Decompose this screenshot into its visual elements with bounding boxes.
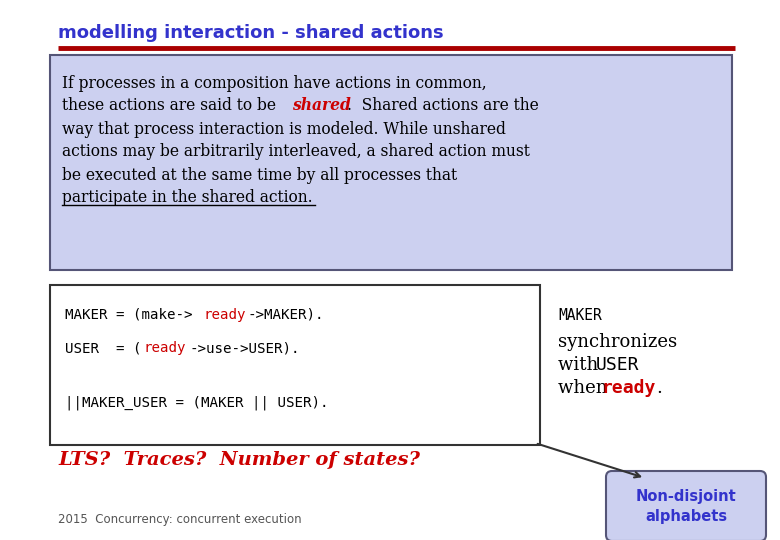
Text: USER  = (: USER = ( <box>65 341 141 355</box>
Text: .  Shared actions are the: . Shared actions are the <box>347 98 539 114</box>
FancyBboxPatch shape <box>50 285 540 445</box>
Text: ready: ready <box>203 308 246 322</box>
Text: ready: ready <box>602 379 657 397</box>
Text: MAKER: MAKER <box>558 307 601 322</box>
Text: .: . <box>656 379 662 397</box>
FancyBboxPatch shape <box>50 55 732 270</box>
Text: when: when <box>558 379 613 397</box>
Text: with: with <box>558 356 604 374</box>
Text: be executed at the same time by all processes that: be executed at the same time by all proc… <box>62 166 457 184</box>
Text: ->MAKER).: ->MAKER). <box>248 308 324 322</box>
Text: ||MAKER_USER = (MAKER || USER).: ||MAKER_USER = (MAKER || USER). <box>65 396 328 410</box>
Text: ->use->USER).: ->use->USER). <box>189 341 300 355</box>
Text: modelling interaction - shared actions: modelling interaction - shared actions <box>58 24 444 42</box>
Text: LTS?  Traces?  Number of states?: LTS? Traces? Number of states? <box>58 451 420 469</box>
FancyBboxPatch shape <box>606 471 766 540</box>
Text: alphabets: alphabets <box>645 510 727 524</box>
Text: USER: USER <box>596 356 640 374</box>
Text: participate in the shared action.: participate in the shared action. <box>62 190 313 206</box>
Text: way that process interaction is modeled. While unshared: way that process interaction is modeled.… <box>62 120 506 138</box>
Text: shared: shared <box>292 98 351 114</box>
Text: these actions are said to be: these actions are said to be <box>62 98 281 114</box>
Text: MAKER = (make->: MAKER = (make-> <box>65 308 193 322</box>
Text: 2015  Concurrency: concurrent execution: 2015 Concurrency: concurrent execution <box>58 514 302 526</box>
Text: If processes in a composition have actions in common,: If processes in a composition have actio… <box>62 75 487 91</box>
Text: Non-disjoint: Non-disjoint <box>636 489 736 504</box>
Text: ready: ready <box>144 341 186 355</box>
Text: actions may be arbitrarily interleaved, a shared action must: actions may be arbitrarily interleaved, … <box>62 144 530 160</box>
Text: synchronizes: synchronizes <box>558 333 677 351</box>
